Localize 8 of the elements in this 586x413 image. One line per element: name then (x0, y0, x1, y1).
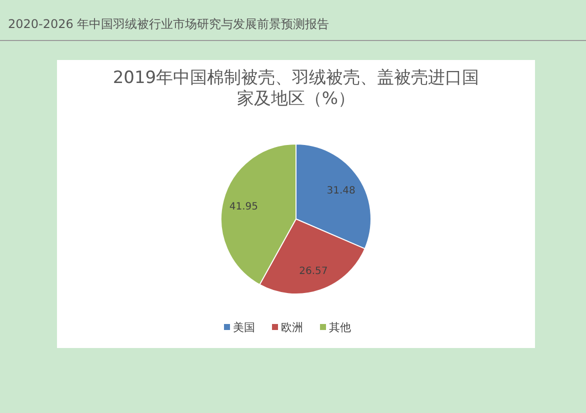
legend-label: 欧洲 (281, 321, 303, 334)
legend-label: 其他 (329, 321, 351, 334)
chart-title: 2019年中国棉制被壳、羽绒被壳、盖被壳进口国家及地区（%） (112, 68, 480, 110)
text: 2020-2026 年中国羽绒被行业市场研究与发展前景预测报告 (8, 16, 330, 33)
data-label: 26.57 (299, 266, 328, 278)
data-label: 41.95 (229, 201, 258, 212)
data-label: 31.48 (326, 185, 356, 196)
legend-label: 美国 (233, 321, 255, 334)
